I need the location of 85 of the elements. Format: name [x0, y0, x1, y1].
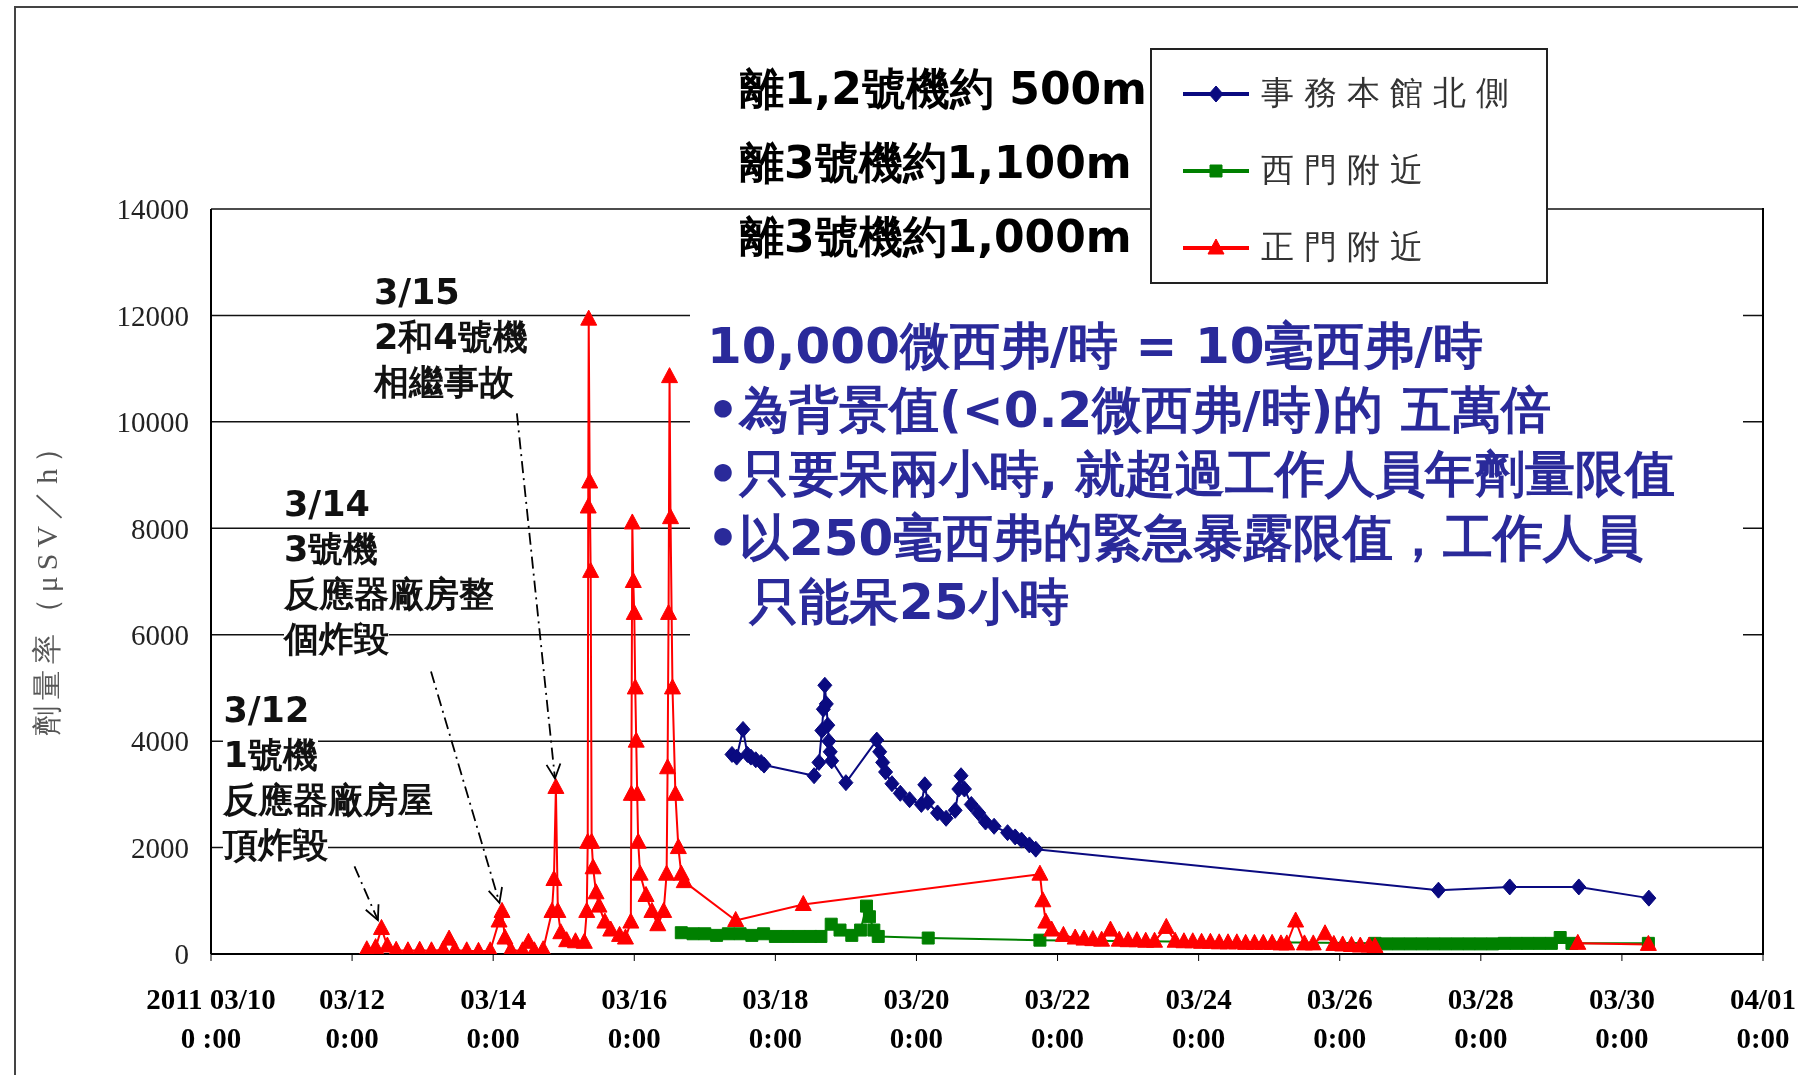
point [869, 731, 885, 749]
x-tick-label: 03/14 0:00 [460, 983, 527, 1054]
point [947, 801, 963, 819]
point [1427, 937, 1441, 951]
point [953, 767, 969, 785]
point [1033, 933, 1047, 947]
annotation: •只要呆兩小時, 就超過工作人員年劑量限值 [707, 444, 1677, 505]
y-tick-label: 14000 [116, 193, 189, 226]
point [854, 923, 868, 937]
annotation: •為背景值(<0.2微西弗/時)的 五萬倍 [707, 380, 1552, 441]
point [1430, 881, 1446, 899]
legend-label: 西門附近 [1261, 149, 1433, 191]
text: 離3號機約1,100m [740, 136, 1132, 190]
legend-label: 正門附近 [1261, 226, 1433, 268]
point [814, 929, 828, 943]
x-tick-label: 03/30 0:00 [1588, 983, 1655, 1054]
point [817, 676, 833, 694]
point [986, 817, 1002, 835]
x-tick-label: 03/16 0:00 [601, 983, 668, 1054]
point [938, 809, 954, 827]
point [862, 910, 876, 924]
point [1502, 878, 1518, 896]
point [921, 931, 935, 945]
point [1509, 936, 1523, 950]
point [1028, 840, 1044, 858]
point [1403, 937, 1417, 951]
point [1521, 936, 1535, 950]
y-axis-title: 劑量率（μSV／h） [29, 426, 63, 737]
point [1380, 937, 1394, 951]
x-tick-label: 03/20 0:00 [883, 983, 950, 1054]
x-tick-label: 04/01 0:00 [1729, 983, 1797, 1054]
point [833, 923, 847, 937]
point [710, 928, 724, 942]
point [745, 928, 759, 942]
point [1641, 889, 1657, 907]
point [971, 804, 987, 822]
point [735, 720, 751, 738]
point [871, 929, 885, 943]
point [1415, 937, 1429, 951]
annotation: 3/15 2和4號機相繼事故 [373, 272, 528, 403]
x-tick-label: 03/18 0:00 [742, 983, 809, 1054]
point [884, 775, 900, 793]
point [963, 795, 979, 813]
text: 離1,2號機約 500m [740, 62, 1147, 116]
point [757, 927, 771, 941]
point [1439, 937, 1453, 951]
annotation: 3/12 1號機反應器廠房屋頂炸毀 [223, 690, 434, 866]
x-tick-label: 03/22 0:00 [1024, 983, 1091, 1054]
x-tick-label: 03/24 0:00 [1165, 983, 1232, 1054]
point [806, 767, 822, 785]
point [1462, 937, 1476, 951]
point [1392, 937, 1406, 951]
point [1450, 937, 1464, 951]
y-tick-label: 12000 [116, 299, 189, 332]
y-tick-label: 2000 [131, 831, 189, 864]
point [698, 927, 712, 941]
annotation: •以250毫西弗的緊急暴露限值，工作人員只能呆25小時 [707, 508, 1645, 633]
point [1553, 931, 1567, 944]
x-tick-label: 03/12 0:00 [319, 983, 386, 1054]
annotation: 3/14 3號機反應器廠房整個炸毀 [284, 484, 494, 660]
point [733, 927, 747, 941]
y-tick-label: 8000 [131, 512, 189, 545]
point [780, 929, 794, 943]
point [1474, 937, 1488, 951]
point [917, 776, 933, 794]
point [686, 927, 700, 941]
point [811, 753, 827, 771]
y-tick-label: 10000 [116, 406, 189, 439]
annotation: 離3號機約1,000m [740, 210, 1132, 264]
y-tick-label: 6000 [131, 619, 189, 652]
point [892, 784, 908, 802]
x-tick-label: 03/26 0:00 [1306, 983, 1373, 1054]
point [902, 791, 918, 809]
legend-label: 事務本館北側 [1261, 72, 1519, 114]
annotation: 10,000微西弗/時 = 10毫西弗/時 [707, 316, 1484, 377]
point [838, 774, 854, 792]
point [878, 763, 894, 781]
point [1486, 937, 1500, 951]
y-tick-label: 0 [174, 938, 189, 971]
point [792, 929, 806, 943]
point [1571, 878, 1587, 896]
point [1533, 936, 1547, 950]
x-tick-label: 2011 03/10 0 :00 [146, 983, 276, 1054]
y-tick-label: 4000 [131, 725, 189, 758]
x-tick-label: 03/28 0:00 [1447, 983, 1514, 1054]
